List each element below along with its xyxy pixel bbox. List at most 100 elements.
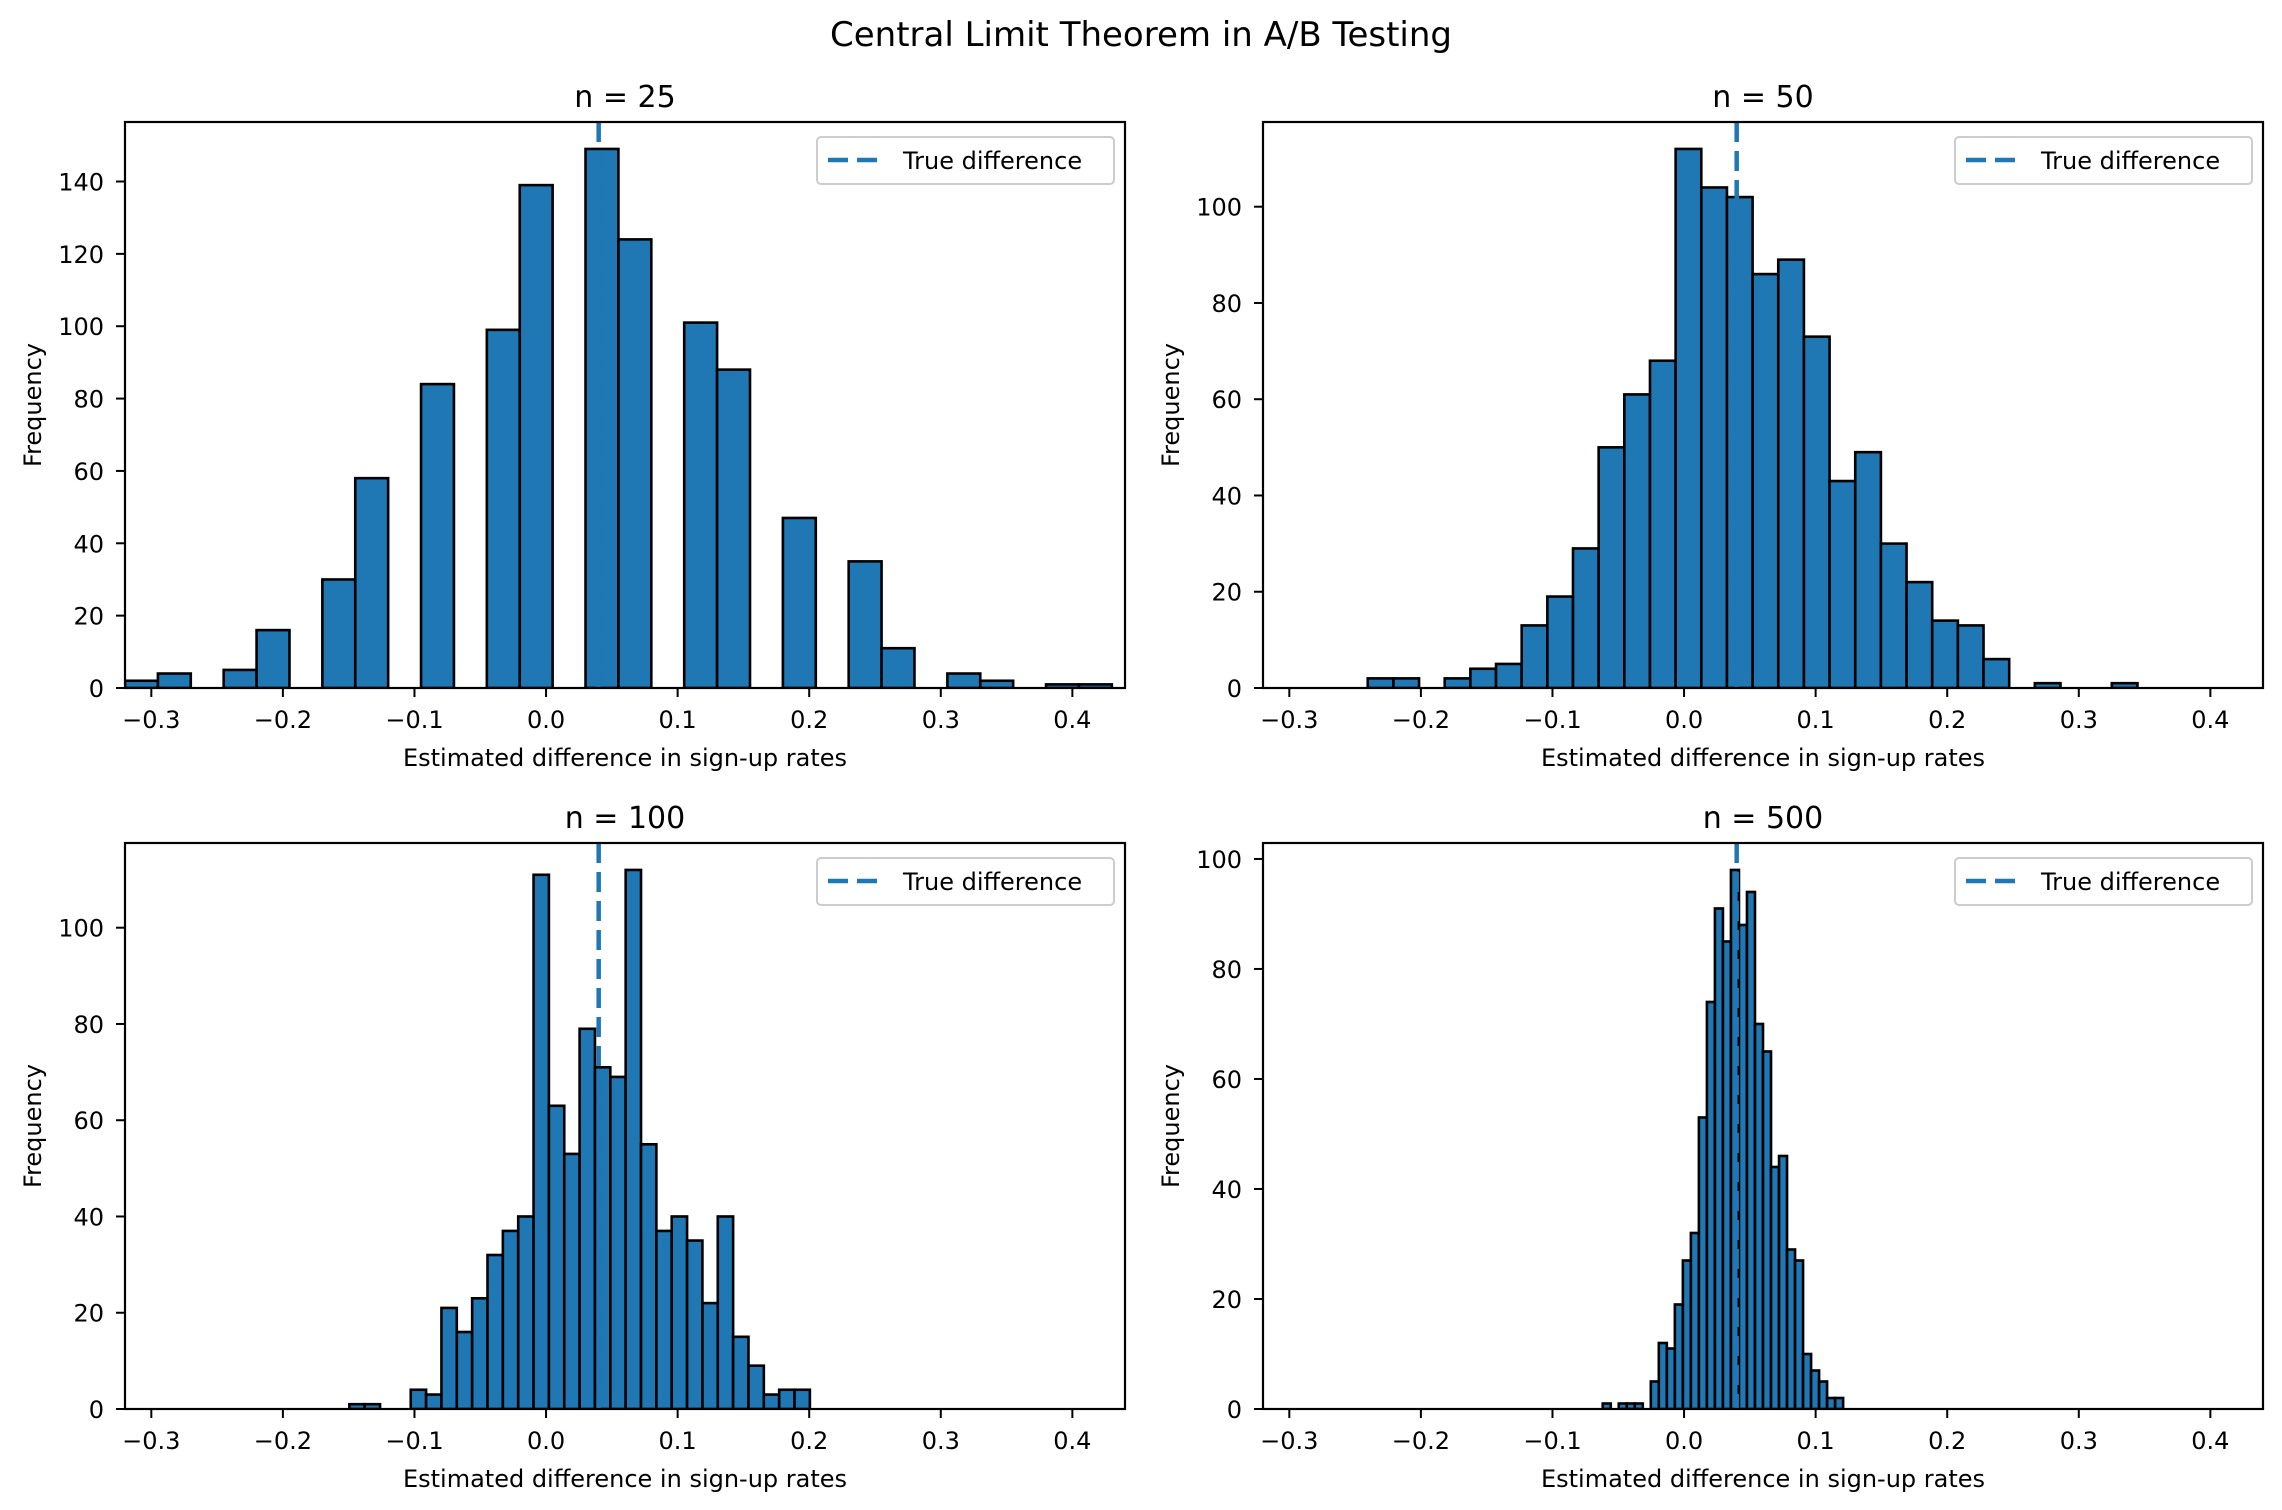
histogram-bar [1633, 1402, 1645, 1409]
legend-frame [1954, 857, 2253, 906]
legend [1954, 857, 2253, 906]
histogram-bar [547, 1104, 566, 1409]
histogram-bar [946, 672, 982, 688]
y-tick-label: 60 [1211, 1066, 1242, 1094]
histogram-bar [353, 476, 390, 688]
subplot-title: n = 100 [565, 801, 685, 836]
y-tick-label: 0 [1227, 675, 1242, 703]
histogram-bar [1469, 667, 1498, 688]
axes-frame [1261, 841, 2265, 1411]
x-tick-label: 0.0 [1665, 1427, 1703, 1455]
histogram-bar [2033, 681, 2062, 688]
y-tick-label: 100 [58, 915, 104, 943]
y-tick-label: 100 [1196, 194, 1242, 222]
x-tick-label: −0.2 [1392, 1427, 1450, 1455]
histogram-bar [1674, 147, 1703, 688]
x-tick-label: −0.2 [254, 1427, 312, 1455]
histogram-bar [1623, 393, 1652, 688]
legend-label: True difference [2040, 868, 2220, 896]
histogram-bar [1601, 1402, 1613, 1409]
x-tick-label: −0.1 [385, 1427, 443, 1455]
histogram-bar [1817, 1380, 1829, 1409]
histogram-bar [1392, 677, 1421, 688]
plot-area [1366, 122, 2139, 688]
x-tick-label: 0.2 [1928, 706, 1966, 734]
x-tick-label: 0.1 [1797, 1427, 1835, 1455]
y-tick-label: 0 [89, 1396, 104, 1424]
x-tick-label: −0.2 [254, 706, 312, 734]
x-tick-label: −0.3 [1260, 706, 1318, 734]
histogram-bar [670, 1215, 689, 1409]
histogram-bar [1751, 272, 1780, 688]
histogram-bar [880, 646, 916, 688]
x-tick-label: 0.3 [2060, 1427, 2098, 1455]
histogram-bar [716, 1215, 735, 1409]
y-tick-label: 0 [89, 675, 104, 703]
y-tick-label: 40 [73, 530, 104, 558]
x-tick-label: −0.1 [385, 706, 443, 734]
y-tick-label: 80 [73, 1011, 104, 1039]
histogram-bar [685, 1239, 704, 1409]
histogram-bar [1546, 595, 1575, 688]
histogram-bar [639, 1142, 658, 1409]
y-tick-label: 20 [1211, 579, 1242, 607]
y-tick-label: 120 [58, 241, 104, 269]
histogram-bar [1443, 677, 1472, 688]
histogram-bar [470, 1297, 489, 1409]
histogram-bar [485, 328, 522, 688]
histogram-bar [762, 1393, 781, 1409]
histogram-bar [1802, 335, 1831, 688]
x-axis-label: Estimated difference in sign-up rates [403, 1465, 847, 1493]
x-tick-label: 0.1 [659, 1427, 697, 1455]
histogram-bar [1077, 683, 1114, 688]
legend [816, 857, 1115, 906]
x-tick-label: −0.1 [1523, 706, 1581, 734]
histogram-bar [617, 238, 653, 688]
histogram-bar [424, 1393, 443, 1409]
histogram-bar [1494, 662, 1523, 688]
plot-area [348, 843, 812, 1409]
legend [816, 136, 1115, 185]
y-tick-label: 20 [73, 1300, 104, 1328]
y-tick-label: 20 [1211, 1286, 1242, 1314]
x-tick-label: 0.3 [922, 1427, 960, 1455]
histogram-bar [1853, 450, 1883, 688]
figure-title: Central Limit Theorem in A/B Testing [830, 15, 1452, 55]
histogram-bar [255, 628, 291, 688]
legend [1954, 136, 2253, 185]
axes-frame [123, 120, 1127, 690]
x-tick-label: 0.2 [1928, 1427, 1966, 1455]
histogram-bar [584, 147, 620, 688]
subplot-title: n = 50 [1712, 80, 1813, 115]
legend-frame [816, 857, 1115, 906]
y-tick-label: 100 [58, 313, 104, 341]
y-axis-label: Frequency [19, 343, 47, 467]
histogram-bar [516, 1215, 535, 1409]
histogram-bar [532, 873, 551, 1409]
histogram-bar [486, 1253, 505, 1409]
histogram-bar [682, 321, 719, 688]
histogram-bar [1520, 624, 1549, 688]
histogram-bar [1905, 580, 1934, 688]
histogram-bar [1699, 186, 1729, 688]
axes-frame [1261, 120, 2265, 690]
histogram-bar [419, 382, 456, 688]
histogram-bar [715, 368, 752, 688]
y-tick-label: 40 [1211, 482, 1242, 510]
histogram-bar [1930, 619, 1960, 688]
histogram-bar [624, 868, 643, 1409]
histogram-bar [1648, 359, 1677, 688]
x-axis-label: Estimated difference in sign-up rates [403, 744, 847, 772]
y-tick-label: 60 [73, 1107, 104, 1135]
y-tick-label: 80 [73, 386, 104, 414]
histogram-bar [1956, 624, 1985, 688]
histogram-bar [731, 1335, 750, 1409]
x-tick-label: 0.1 [659, 706, 697, 734]
y-tick-label: 80 [1211, 956, 1242, 984]
y-tick-label: 100 [1196, 846, 1242, 874]
legend-label: True difference [2040, 147, 2220, 175]
x-tick-label: 0.1 [1797, 706, 1835, 734]
histogram-bar [1776, 258, 1806, 688]
x-axis-label: Estimated difference in sign-up rates [1541, 1465, 1985, 1493]
